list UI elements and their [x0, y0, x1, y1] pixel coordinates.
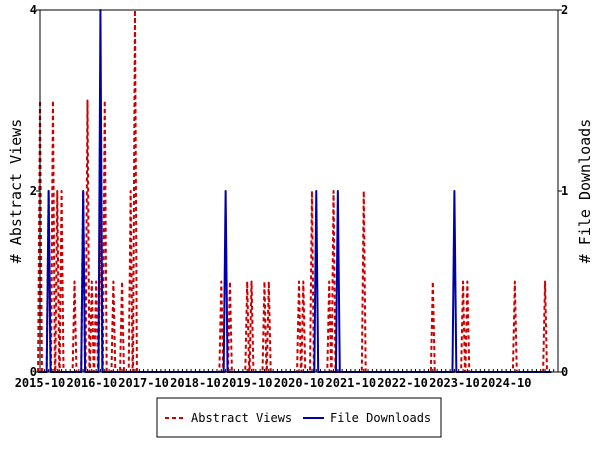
x-tick-label: 2020-10 [274, 376, 325, 390]
left-y-axis-labels: 0 2 4 [30, 3, 40, 379]
right-y-tick-label: 1 [561, 184, 568, 198]
x-tick-label: 2016-10 [67, 376, 118, 390]
legend-label-file-downloads: File Downloads [330, 411, 431, 425]
right-y-axis-labels: 0 1 2 [558, 3, 568, 379]
left-y-tick-label: 2 [30, 184, 37, 198]
left-y-tick-label: 0 [30, 365, 37, 379]
left-y-tick-label: 4 [30, 3, 37, 17]
x-axis-labels: 2015-10 2016-10 2017-10 2018-10 2019-10 2020-… [15, 376, 532, 390]
legend-label-abstract-views: Abstract Views [191, 411, 292, 425]
x-tick-label: 2017-10 [118, 376, 169, 390]
x-axis-ticks [39, 369, 559, 372]
right-y-tick-label: 0 [561, 365, 568, 379]
x-tick-label: 2021-10 [326, 376, 377, 390]
left-y-axis-title: # Abstract Views [7, 119, 25, 264]
right-y-axis-title: # File Downloads [576, 119, 594, 264]
legend-box [156, 397, 442, 438]
legend: Abstract Views File Downloads [156, 397, 442, 438]
x-tick-label: 2019-10 [222, 376, 273, 390]
x-tick-label: 2022-10 [377, 376, 428, 390]
x-tick-label: 2015-10 [15, 376, 66, 390]
x-tick-label: 2018-10 [170, 376, 221, 390]
right-y-tick-label: 2 [561, 3, 568, 17]
x-tick-label: 2023-10 [429, 376, 480, 390]
x-tick-label: 2024-10 [481, 376, 532, 390]
